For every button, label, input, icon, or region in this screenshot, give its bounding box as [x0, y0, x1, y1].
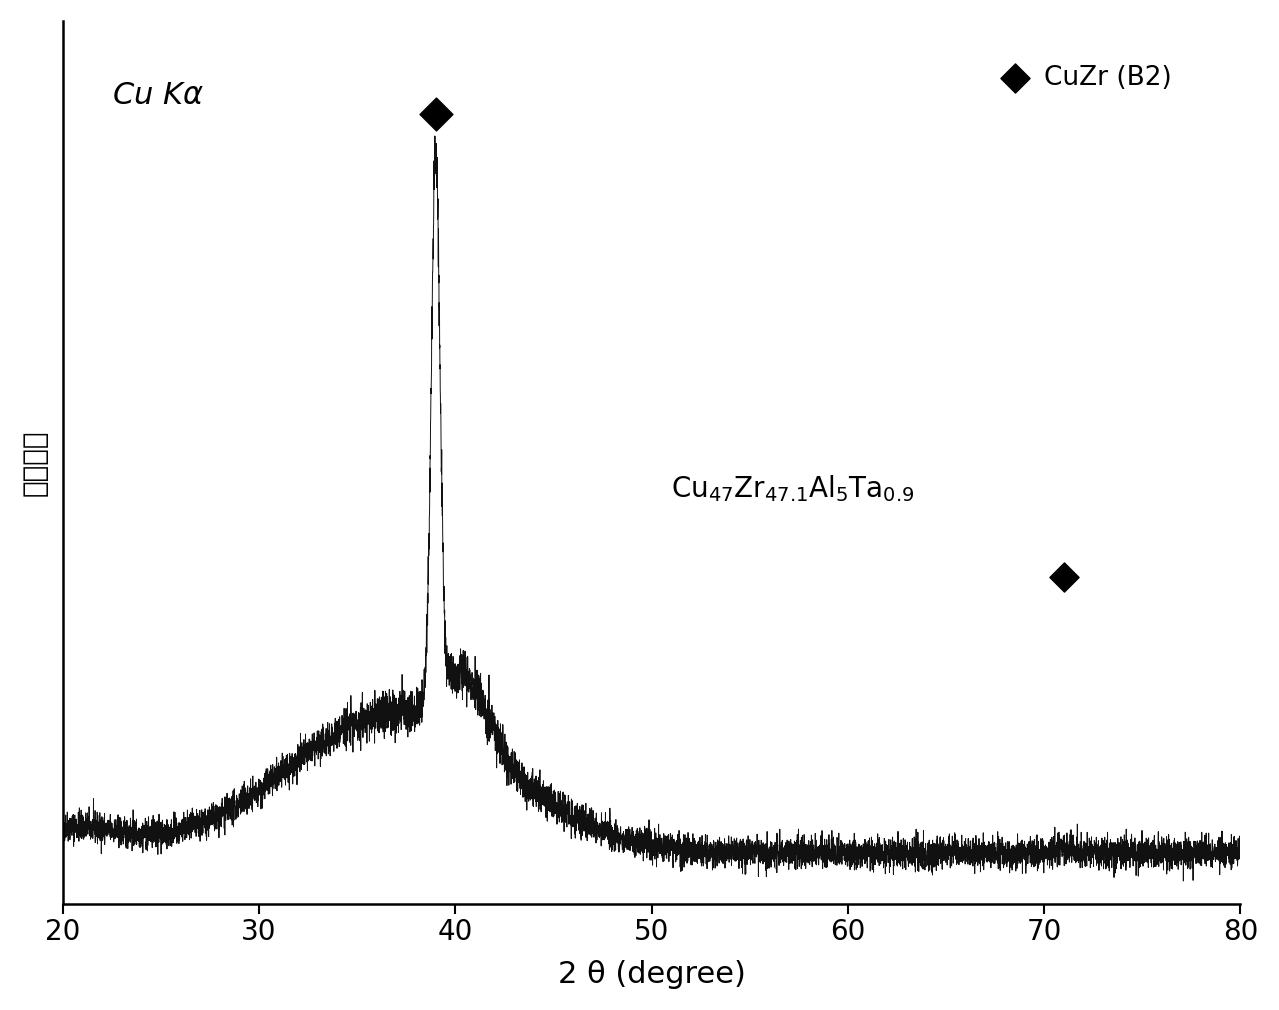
X-axis label: 2 θ (degree): 2 θ (degree) — [558, 961, 746, 989]
Text: $\mathit{Cu}\ \mathit{K\alpha}$: $\mathit{Cu}\ \mathit{K\alpha}$ — [111, 82, 203, 110]
Y-axis label: 相对强度: 相对强度 — [20, 429, 49, 496]
Point — [1054, 569, 1074, 585]
Text: CuZr (B2): CuZr (B2) — [1044, 66, 1172, 91]
Point — [426, 105, 446, 121]
Text: $\mathrm{Cu}_{47}\mathrm{Zr}_{47.1}\mathrm{Al}_{5}\mathrm{Ta}_{0.9}$: $\mathrm{Cu}_{47}\mathrm{Zr}_{47.1}\math… — [671, 474, 914, 504]
Point — [1004, 70, 1024, 86]
